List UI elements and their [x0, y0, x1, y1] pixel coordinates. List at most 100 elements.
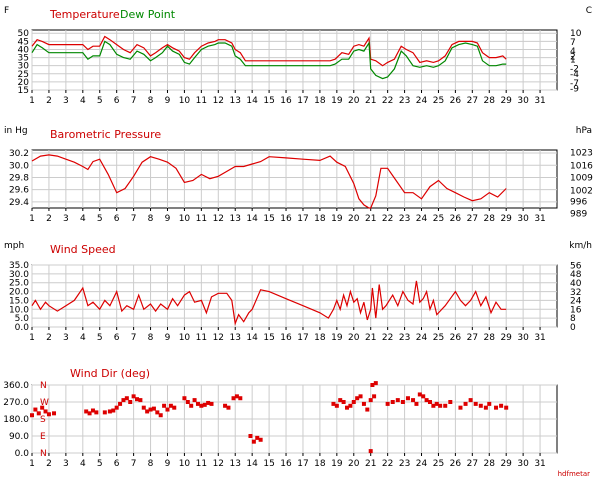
- x-tick-label: 23: [399, 333, 410, 343]
- x-tick-label: 21: [365, 333, 376, 343]
- x-tick-label: 13: [229, 333, 240, 343]
- wind-dir-point: [30, 413, 34, 418]
- wind-dir-point: [473, 401, 478, 406]
- wind-dir-point: [424, 398, 429, 403]
- x-tick-label: 26: [450, 333, 462, 343]
- x-tick-label: 26: [450, 96, 462, 106]
- wind-dir-point: [258, 437, 263, 442]
- x-tick-label: 7: [131, 333, 137, 343]
- wind-dir-point: [385, 401, 390, 406]
- chart-panel-2: 29.429.629.830.030.21 2 3 4 5 6 7 8 9 10 11 12 13 14 1…: [4, 126, 593, 224]
- wind-dir-point: [43, 409, 48, 414]
- y-tick-label: 25: [18, 70, 29, 80]
- wind-dir-point: [141, 405, 146, 410]
- x-tick-label: 25: [433, 96, 444, 106]
- chart-title: Barometric Pressure: [50, 128, 161, 141]
- wind-dir-point: [87, 411, 92, 416]
- x-tick-label: 11: [196, 459, 207, 469]
- x-tick-label: 4: [80, 459, 86, 469]
- unit-left: F: [4, 6, 9, 16]
- x-tick-label: 21: [365, 214, 376, 224]
- wind-dir-point: [414, 401, 419, 406]
- wind-dir-point: [172, 405, 177, 410]
- wind-dir-point: [251, 439, 256, 444]
- x-tick-label: 9: [165, 96, 171, 106]
- wind-dir-point: [202, 402, 207, 407]
- wind-dir-point: [40, 405, 45, 410]
- x-tick-label: 23: [399, 459, 410, 469]
- wind-dir-point: [331, 401, 336, 406]
- x-tick-label: 2: [46, 96, 52, 106]
- wind-dir-point: [373, 381, 378, 386]
- x-tick-label: 30: [517, 459, 529, 469]
- wind-dir-point: [255, 435, 260, 440]
- x-tick-label: 8: [148, 214, 154, 224]
- x-tick-label: 24: [416, 214, 428, 224]
- y2-tick-label: 7: [570, 38, 576, 48]
- y-tick-label: 29.4: [9, 198, 29, 208]
- x-tick-label: 24: [416, 459, 428, 469]
- y2-tick-label: 8: [570, 314, 576, 324]
- x-tick-label: 25: [433, 333, 444, 343]
- y-tick-label: 25.0: [9, 279, 29, 289]
- y-tick-label: 20: [18, 78, 30, 88]
- x-tick-label: 18: [314, 96, 326, 106]
- x-tick-label: 30: [517, 214, 529, 224]
- y2-tick-label: 56: [570, 261, 582, 271]
- y2-tick-label: 0: [570, 323, 576, 333]
- wind-dir-point: [165, 407, 170, 412]
- y2-tick-label: 40: [570, 279, 582, 289]
- x-tick-label: 9: [165, 459, 171, 469]
- x-tick-label: 30: [517, 96, 529, 106]
- x-tick-label: 20: [348, 459, 360, 469]
- wind-dir-point: [443, 403, 448, 408]
- y2-tick-label: 4: [570, 47, 576, 57]
- x-tick-label: 22: [382, 96, 393, 106]
- wind-dir-point: [158, 413, 163, 418]
- series-line-dew-point: [31, 40, 507, 80]
- x-tick-label: 12: [213, 96, 224, 106]
- x-tick-label: 22: [382, 214, 393, 224]
- x-tick-label: 24: [416, 96, 428, 106]
- x-tick-label: 29: [500, 333, 512, 343]
- x-tick-label: 16: [280, 96, 292, 106]
- x-tick-label: 17: [297, 459, 308, 469]
- wind-dir-point: [102, 410, 107, 415]
- x-tick-label: 3: [63, 96, 69, 106]
- x-tick-label: 12: [213, 459, 224, 469]
- x-tick-label: 22: [382, 333, 393, 343]
- credit-label: hdfmetar: [558, 470, 591, 478]
- x-tick-label: 24: [416, 333, 428, 343]
- y2-tick-label: 2: [570, 53, 576, 63]
- x-tick-label: 3: [63, 333, 69, 343]
- y-tick-label: 360.0: [3, 381, 29, 391]
- x-tick-label: 19: [331, 333, 343, 343]
- wind-dir-point: [358, 394, 363, 399]
- x-tick-label: 20: [348, 214, 360, 224]
- wind-dir-point: [128, 400, 133, 404]
- wind-dir-point: [118, 401, 123, 406]
- wind-dir-point: [494, 405, 499, 410]
- wind-dir-point: [463, 401, 468, 406]
- x-tick-label: 27: [467, 96, 478, 106]
- y-tick-label: 0.0: [15, 449, 30, 459]
- wind-dir-point: [478, 403, 483, 408]
- x-tick-label: 10: [179, 459, 191, 469]
- wind-dir-point: [400, 400, 405, 404]
- wind-dir-point: [370, 383, 375, 387]
- x-tick-label: 21: [365, 459, 376, 469]
- x-tick-label: 31: [534, 333, 545, 343]
- wind-dir-point: [231, 396, 236, 401]
- wind-dir-point: [458, 405, 463, 410]
- x-tick-label: 18: [314, 214, 326, 224]
- wind-dir-point: [487, 401, 492, 406]
- series-line-temperature: [31, 35, 507, 67]
- wind-dir-point: [121, 398, 126, 403]
- x-tick-label: 6: [114, 96, 120, 106]
- wind-dir-point: [365, 407, 370, 412]
- y2-tick-label: 1002: [570, 186, 593, 196]
- wind-dir-point: [234, 394, 239, 399]
- compass-label: S: [40, 415, 46, 425]
- wind-dir-point: [448, 400, 453, 404]
